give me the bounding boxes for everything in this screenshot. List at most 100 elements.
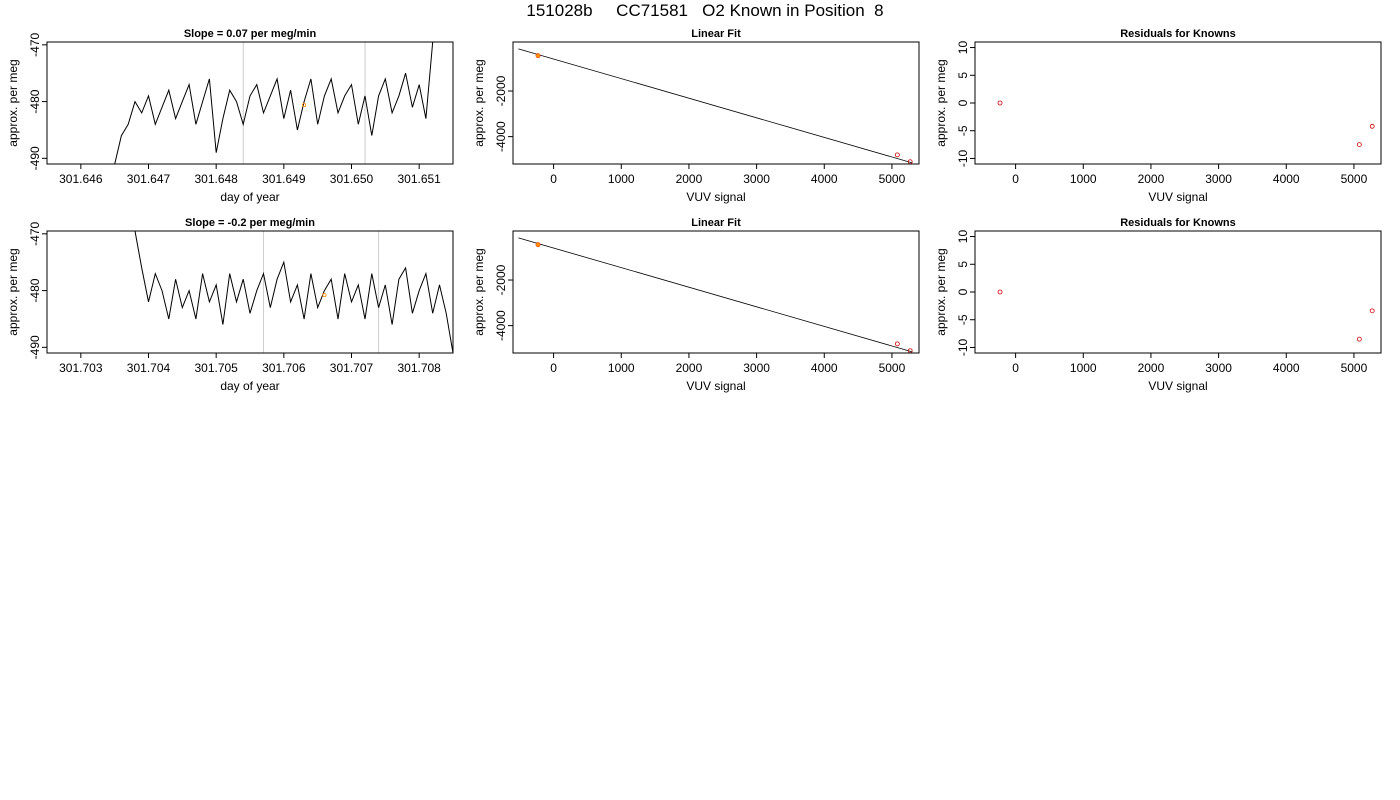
plot-frame: [46, 41, 454, 165]
known-point: [535, 242, 541, 247]
x-tick-label: 2000: [1138, 172, 1165, 186]
x-axis-label: VUV signal: [1148, 190, 1207, 204]
fit-line: [518, 237, 913, 353]
plot-area: [518, 237, 913, 353]
y-tick-label: 0: [956, 99, 970, 106]
x-tick-label: 0: [1012, 361, 1019, 375]
y-axis-label: approx. per meg: [934, 248, 948, 335]
data-point: [997, 289, 1003, 295]
data-point: [1369, 123, 1375, 129]
x-tick-label: 4000: [1273, 172, 1300, 186]
x-tick-label: 4000: [811, 172, 838, 186]
x-tick-label: 301.705: [194, 361, 238, 375]
x-tick-label: 1000: [1070, 172, 1097, 186]
y-tick-label: -490: [28, 146, 42, 170]
y-tick-label: -5: [956, 125, 970, 136]
panel-title: Residuals for Knowns: [1120, 217, 1236, 229]
x-tick-label: 2000: [676, 361, 703, 375]
plot-area: [997, 289, 1375, 342]
plot-area: [134, 231, 453, 353]
chart-panel-1: Slope = 0.07 per meg/min 301.646 301.647 30…: [6, 28, 454, 204]
data-point: [894, 341, 900, 347]
x-tick-label: 5000: [879, 361, 906, 375]
y-tick-label: -4000: [494, 121, 508, 152]
y-tick-label: 0: [956, 288, 970, 295]
y-tick-label: 5: [956, 72, 970, 79]
x-tick-label: 301.704: [127, 361, 171, 375]
plot-frame: [512, 41, 920, 165]
y-axis-label: approx. per meg: [472, 59, 486, 146]
y-tick-label: -470: [28, 222, 42, 246]
x-tick-label: 2000: [676, 172, 703, 186]
x-tick-label: 4000: [811, 361, 838, 375]
y-tick-label: -10: [956, 338, 970, 356]
x-tick-label: 1000: [608, 172, 635, 186]
data-point: [1356, 336, 1362, 342]
plot-area: [518, 48, 913, 164]
x-axis-label: VUV signal: [686, 190, 745, 204]
data-point: [997, 100, 1003, 106]
x-axis-label: VUV signal: [686, 379, 745, 393]
x-tick-label: 301.706: [262, 361, 306, 375]
chart-panel-2: Linear Fit 0 1000 2000 3000 4000 5000 -2000 -400…: [472, 28, 920, 204]
y-tick-label: -10: [956, 149, 970, 167]
chart-panel-3: Residuals for Knowns 0 1000 2000 3000 4000 500…: [934, 28, 1382, 204]
x-tick-label: 5000: [1341, 361, 1368, 375]
plot-frame: [974, 41, 1382, 165]
y-tick-label: 10: [956, 230, 970, 244]
x-tick-label: 3000: [1205, 361, 1232, 375]
x-tick-label: 1000: [608, 361, 635, 375]
plot-area: [997, 100, 1375, 147]
panel-title: Slope = 0.07 per meg/min: [184, 28, 317, 40]
y-axis-label: approx. per meg: [472, 248, 486, 335]
data-point: [1356, 142, 1362, 147]
y-tick-label: -480: [28, 278, 42, 302]
y-tick-label: -4000: [494, 310, 508, 341]
x-tick-label: 0: [550, 361, 557, 375]
x-axis-label: day of year: [220, 379, 279, 393]
series-line: [114, 42, 434, 164]
y-tick-label: -470: [28, 33, 42, 57]
x-tick-label: 301.648: [194, 172, 238, 186]
plot-frame: [974, 230, 1382, 354]
panel-title: Residuals for Knowns: [1120, 28, 1236, 40]
y-tick-label: -480: [28, 89, 42, 113]
fit-line: [518, 48, 913, 164]
x-tick-label: 301.649: [262, 172, 306, 186]
y-axis-label: approx. per meg: [934, 59, 948, 146]
chart-panel-6: Residuals for Knowns 0 1000 2000 3000 4000 500…: [934, 217, 1382, 393]
panel-title: Slope = -0.2 per meg/min: [185, 217, 315, 229]
panel-title: Linear Fit: [691, 28, 741, 40]
x-tick-label: 5000: [879, 172, 906, 186]
y-tick-label: -2000: [494, 75, 508, 106]
x-tick-label: 2000: [1138, 361, 1165, 375]
y-tick-label: -490: [28, 335, 42, 359]
x-tick-label: 3000: [743, 361, 770, 375]
x-tick-label: 0: [1012, 172, 1019, 186]
plot-area: [114, 42, 434, 164]
figure-title: 151028b CC71581 O2 Known in Position 8: [526, 1, 884, 20]
marker-point: [302, 102, 307, 107]
plot-frame: [512, 230, 920, 354]
marker-point: [322, 293, 327, 298]
data-point: [1369, 308, 1375, 314]
x-tick-label: 5000: [1341, 172, 1368, 186]
chart-panel-4: Slope = -0.2 per meg/min 301.703 301.704 30…: [6, 217, 454, 393]
x-tick-label: 301.651: [397, 172, 441, 186]
y-tick-label: -2000: [494, 264, 508, 295]
x-tick-label: 3000: [1205, 172, 1232, 186]
x-tick-label: 1000: [1070, 361, 1097, 375]
x-tick-label: 301.646: [59, 172, 103, 186]
y-tick-label: 10: [956, 41, 970, 55]
x-tick-label: 301.650: [330, 172, 374, 186]
y-tick-label: 5: [956, 261, 970, 268]
y-tick-label: -5: [956, 314, 970, 325]
x-tick-label: 301.707: [330, 361, 374, 375]
x-tick-label: 301.703: [59, 361, 103, 375]
x-tick-label: 4000: [1273, 361, 1300, 375]
x-tick-label: 301.647: [127, 172, 171, 186]
x-tick-label: 3000: [743, 172, 770, 186]
known-point: [535, 53, 541, 58]
plot-frame: [46, 230, 454, 354]
